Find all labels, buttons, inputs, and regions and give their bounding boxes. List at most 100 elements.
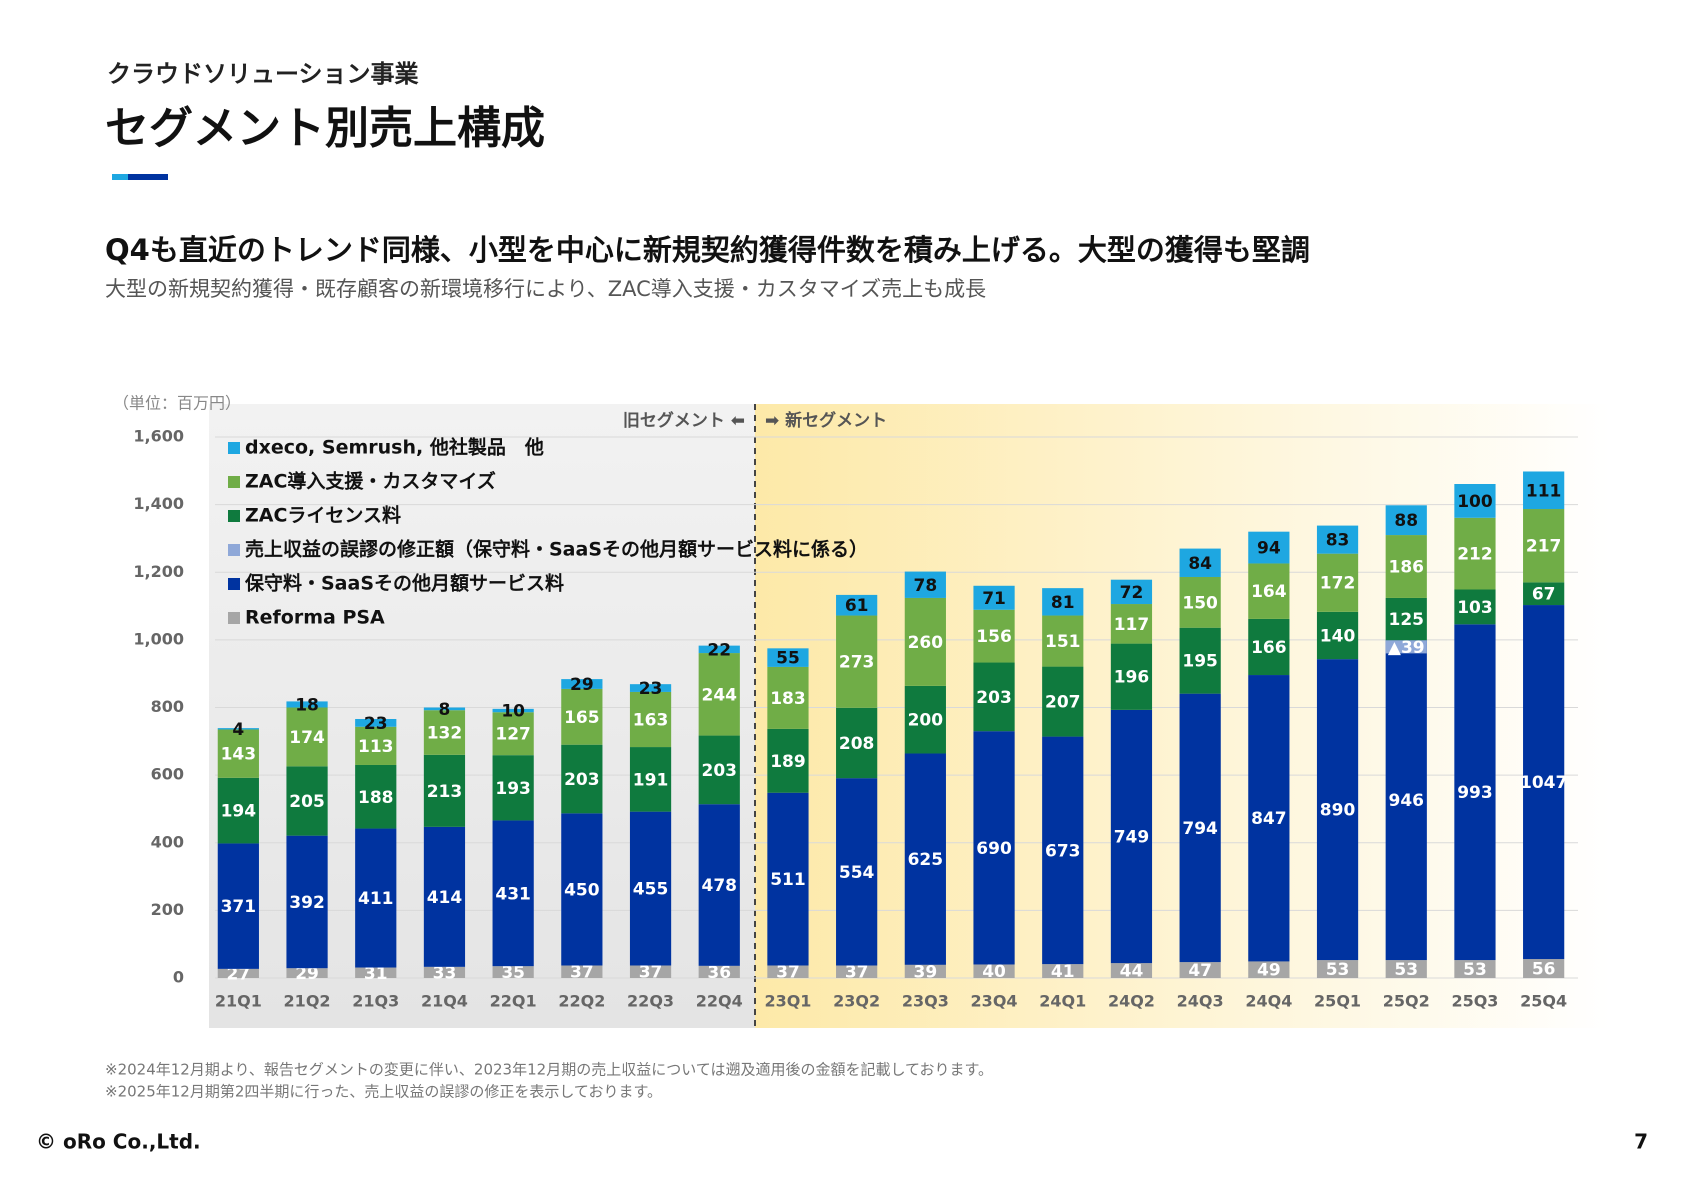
data-label: 31 (364, 964, 388, 984)
x-tick-label: 22Q1 (490, 992, 537, 1011)
data-label: 72 (1120, 583, 1144, 603)
data-label: 273 (839, 653, 875, 673)
bar-segment (217, 968, 259, 978)
footnote: ※2024年12月期より、報告セグメントの変更に伴い、2023年12月期の売上収… (105, 1061, 993, 1079)
data-label: 183 (770, 689, 806, 709)
x-tick-label: 22Q3 (627, 992, 674, 1011)
bar-segment (1454, 517, 1496, 590)
bar-segment (1316, 611, 1359, 660)
bar-segment (423, 707, 466, 711)
legend-swatch (228, 442, 240, 454)
bar-segment (1179, 693, 1221, 963)
data-label: 203 (702, 761, 738, 781)
bar-segment (629, 811, 672, 966)
data-label: 71 (982, 589, 1006, 609)
bar-segment (286, 766, 328, 836)
data-label: 946 (1389, 791, 1425, 811)
subheadline: 大型の新規契約獲得・既存顧客の新環境移行により、ZAC導入支援・カスタマイズ売上… (105, 277, 986, 301)
data-label: 37 (845, 963, 869, 983)
bar-segment (836, 615, 878, 708)
data-label: 111 (1526, 481, 1562, 501)
bar-segment (1454, 483, 1496, 518)
data-label: 188 (358, 788, 394, 808)
data-label: 431 (495, 884, 531, 904)
bar-segment (1248, 563, 1290, 619)
bar-segment (423, 754, 466, 827)
data-label: 217 (1526, 537, 1562, 557)
bar-segment (1385, 597, 1427, 641)
data-label: 166 (1251, 638, 1287, 658)
bar-segment (1110, 709, 1153, 964)
bar-segment (629, 684, 672, 692)
bar-segment (355, 967, 397, 978)
data-label: 156 (976, 627, 1012, 647)
bar-segment (423, 826, 466, 967)
page-number: 7 (1634, 1130, 1648, 1154)
legend-label: 売上収益の誤謬の修正額（保守料・SaaSその他月額サービス料に係る） (245, 538, 868, 561)
y-tick-label: 1,000 (133, 629, 184, 648)
data-label: 203 (976, 688, 1012, 708)
bar-segment (904, 685, 946, 754)
bar-segment (973, 964, 1015, 978)
bar-segment (492, 755, 534, 821)
bar-segment (1316, 553, 1359, 612)
bar-segment (1248, 618, 1290, 676)
data-label: 33 (433, 963, 457, 983)
bar-segment (836, 707, 878, 779)
bar-segment (1385, 640, 1427, 654)
data-label: 37 (639, 963, 663, 983)
bar-segment (629, 691, 672, 748)
bar-segment (217, 729, 259, 778)
data-label: 47 (1188, 961, 1212, 981)
x-tick-label: 24Q1 (1039, 992, 1086, 1011)
data-label: 35 (501, 963, 525, 983)
y-tick-label: 1,200 (133, 562, 184, 581)
data-label: 88 (1394, 511, 1418, 531)
data-label: 40 (982, 962, 1006, 982)
data-label: 53 (1326, 960, 1350, 980)
data-label: 200 (908, 711, 944, 731)
data-label: 37 (570, 963, 594, 983)
bar-segment (767, 965, 809, 978)
data-label: 127 (495, 725, 531, 745)
x-tick-label: 24Q3 (1177, 992, 1224, 1011)
data-label: 41 (1051, 962, 1075, 982)
bar-segment (836, 778, 878, 966)
data-label: 44 (1120, 962, 1144, 982)
bar-segment (629, 747, 672, 812)
data-label: 56 (1532, 960, 1556, 980)
bar-segment (1248, 961, 1290, 978)
x-tick-label: 21Q3 (352, 992, 399, 1011)
x-tick-label: 25Q4 (1520, 992, 1567, 1011)
accent (112, 174, 128, 180)
data-label: 189 (770, 752, 806, 772)
data-label: 67 (1532, 585, 1556, 605)
bar-segment (973, 662, 1015, 732)
bar-segment (1110, 604, 1153, 644)
bar-segment (767, 648, 809, 667)
y-tick-label: 200 (151, 900, 184, 919)
y-tick-label: 800 (151, 697, 184, 716)
legend-swatch (228, 510, 240, 522)
x-tick-label: 22Q4 (696, 992, 743, 1011)
bar-segment (836, 965, 878, 978)
data-label: 164 (1251, 582, 1287, 602)
data-label: 27 (227, 964, 251, 984)
bar-segment (1042, 736, 1084, 965)
y-tick-label: 400 (151, 832, 184, 851)
bar-segment (1385, 505, 1427, 536)
bar-segment (286, 701, 328, 708)
data-label: 103 (1457, 598, 1493, 618)
bar-segment (1385, 640, 1427, 961)
bar-segment (217, 728, 259, 730)
y-tick-label: 1,400 (133, 494, 184, 513)
data-label: 53 (1394, 960, 1418, 980)
annotation: ➡ 新セグメント (765, 410, 887, 431)
data-label: 140 (1320, 626, 1356, 646)
bar-segment (1179, 962, 1221, 978)
bar-segment (973, 585, 1015, 610)
bar-segment (423, 966, 466, 978)
data-label: 194 (221, 802, 257, 822)
bar-segment (1316, 659, 1359, 961)
